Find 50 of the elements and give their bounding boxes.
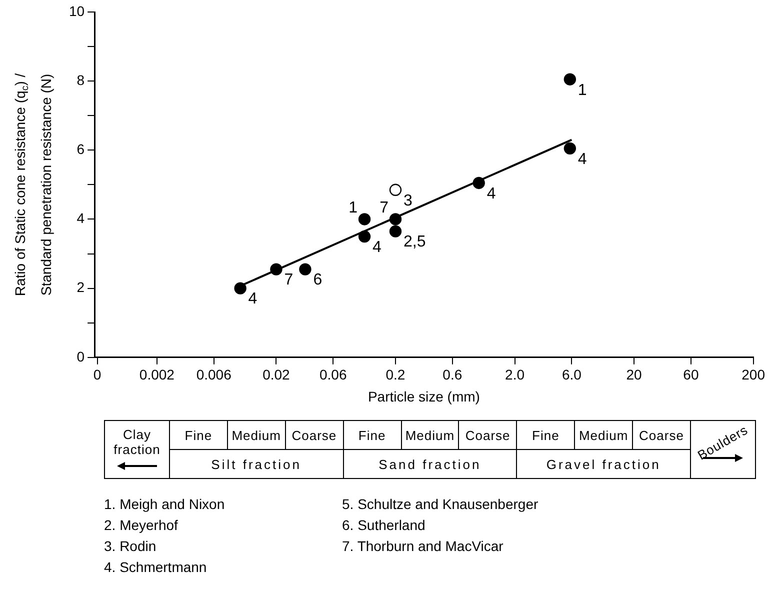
text: 2. Meyerhof bbox=[104, 517, 179, 535]
annotation: 1 bbox=[348, 200, 358, 217]
y-tick-label: 6 bbox=[76, 141, 85, 158]
text: Coarse bbox=[632, 420, 690, 450]
text: Coarse bbox=[285, 420, 344, 450]
text: Clay fraction bbox=[112, 427, 162, 457]
x-tick-label: 200 bbox=[742, 366, 766, 383]
y-tick-label: 10 bbox=[68, 2, 85, 19]
text: 5. Schultze and Knausenberger bbox=[342, 496, 540, 514]
x-tick-label: 6.0 bbox=[562, 366, 582, 383]
annotation: 1 bbox=[578, 82, 587, 99]
annotation: 4 bbox=[486, 185, 496, 202]
annotation: 4 bbox=[578, 150, 587, 168]
text: 3. Rodin bbox=[104, 538, 158, 556]
annotation: 7 bbox=[284, 272, 294, 289]
x-tick-label: 0 bbox=[93, 366, 102, 383]
y-tick-label: 8 bbox=[76, 72, 85, 88]
x-tick-label: 60 bbox=[683, 366, 699, 383]
text: Silt fraction bbox=[170, 450, 344, 478]
text: Fine bbox=[170, 420, 228, 450]
text: 1. Meigh and Nixon bbox=[104, 496, 226, 514]
x-tick-label: 0.006 bbox=[196, 366, 232, 383]
annotation: 4 bbox=[372, 238, 382, 256]
text: Gravel fraction bbox=[516, 450, 690, 478]
text: 4. Schmertmann bbox=[104, 559, 208, 577]
text: 6. Sutherland bbox=[342, 517, 426, 535]
text: Fine bbox=[343, 420, 401, 450]
text: 7. Thorburn and MacVicar bbox=[342, 538, 504, 556]
text: Medium bbox=[574, 420, 632, 450]
x-axis-title: Particle size (mm) bbox=[368, 388, 480, 404]
text: Medium bbox=[401, 420, 459, 450]
x-tick-label: 0.002 bbox=[139, 366, 175, 383]
annotation: 7 bbox=[380, 200, 389, 217]
y-tick-label: 0 bbox=[76, 348, 85, 364]
x-tick-label: 20 bbox=[626, 366, 642, 383]
x-tick-label: 0.06 bbox=[320, 366, 347, 383]
y-tick-label: 2 bbox=[76, 279, 85, 296]
x-tick-label: 2.0 bbox=[505, 366, 525, 383]
annotation: 2,5 bbox=[403, 234, 426, 251]
annotation: 6 bbox=[313, 272, 322, 289]
text: Coarse bbox=[458, 420, 517, 450]
y-tick-label: 4 bbox=[76, 210, 85, 226]
annotation: 4 bbox=[248, 290, 258, 308]
text: Medium bbox=[227, 420, 286, 450]
x-tick-label: 0.02 bbox=[262, 366, 290, 383]
text: Fine bbox=[516, 420, 575, 450]
x-tick-label: 0.6 bbox=[442, 366, 462, 383]
annotation: 3 bbox=[403, 192, 412, 210]
x-tick-label: 0.2 bbox=[386, 366, 406, 383]
text: Sand fraction bbox=[343, 450, 517, 478]
